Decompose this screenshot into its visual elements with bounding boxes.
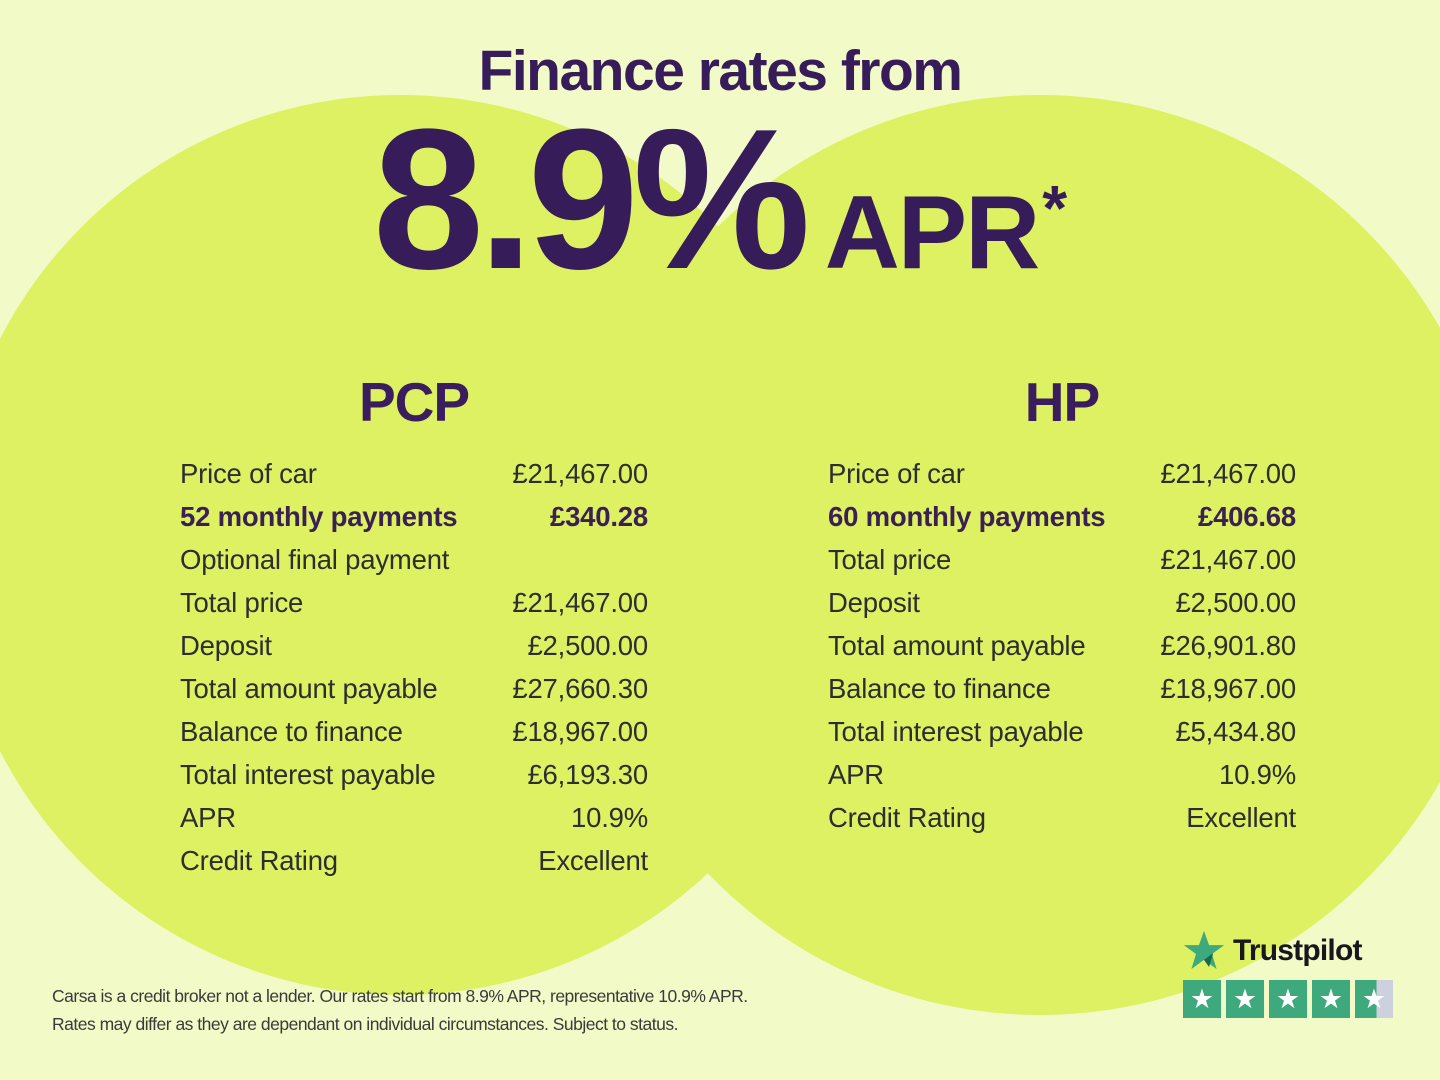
page-title: Finance rates from	[478, 39, 964, 103]
disclaimer: Carsa is a credit broker not a lender. O…	[52, 982, 748, 1038]
row-value: £26,901.80	[1160, 629, 1296, 661]
trustpilot-rating-stars: ★ ★ ★ ★ ★	[1183, 980, 1393, 1018]
rating-star-icon: ★	[1361, 983, 1387, 1015]
row-value: £340.28	[549, 500, 648, 532]
row-label: Price of car	[180, 457, 317, 489]
trustpilot-badge: Trustpilot ★ ★ ★ ★ ★	[1183, 930, 1393, 1018]
hp-rows: Price of car £21,467.00 60 monthly payment…	[828, 452, 1296, 839]
row-value: £21,467.00	[512, 457, 648, 489]
pcp-table: PCP Price of car £21,467.00 52 monthly pay…	[180, 375, 648, 882]
row-label: 52 monthly payments	[180, 500, 458, 532]
trustpilot-star-icon	[1183, 930, 1225, 970]
row-value: Excellent	[538, 844, 648, 876]
table-row: Deposit £2,500.00	[180, 624, 648, 667]
row-value: £18,967.00	[512, 715, 648, 747]
table-row: Total price £21,467.00	[828, 538, 1296, 581]
rating-star-icon: ★	[1275, 983, 1301, 1015]
row-value: £21,467.00	[1160, 543, 1296, 575]
rating-star-box: ★	[1355, 980, 1393, 1018]
rating-star-box: ★	[1226, 980, 1264, 1018]
row-value: £5,434.80	[1175, 715, 1296, 747]
row-label: Credit Rating	[180, 844, 338, 876]
row-value: £2,500.00	[1175, 586, 1296, 618]
trustpilot-wordmark: Trustpilot	[1233, 934, 1362, 967]
table-row: Total amount payable £27,660.30	[180, 667, 648, 710]
row-value: £27,660.30	[512, 672, 648, 704]
table-row: 60 monthly payments £406.68	[828, 495, 1296, 538]
row-label: Total amount payable	[180, 672, 438, 704]
table-row: 52 monthly payments £340.28	[180, 495, 648, 538]
row-label: Credit Rating	[828, 801, 986, 833]
rating-star-box: ★	[1269, 980, 1307, 1018]
row-value: £406.68	[1197, 500, 1296, 532]
disclaimer-line-2: Rates may differ as they are dependant o…	[52, 1014, 678, 1034]
table-row: Balance to finance £18,967.00	[180, 710, 648, 753]
row-label: Balance to finance	[828, 672, 1051, 704]
row-label: Deposit	[180, 629, 272, 661]
apr-label: APR	[824, 175, 1041, 291]
row-value: 10.9%	[571, 801, 648, 833]
table-row: APR 10.9%	[180, 796, 648, 839]
row-label: 60 monthly payments	[828, 500, 1106, 532]
hp-table: HP Price of car £21,467.00 60 monthly paym…	[828, 375, 1296, 839]
headline-rate: 8.9% APR *	[0, 100, 1440, 300]
pcp-rows: Price of car £21,467.00 52 monthly payment…	[180, 452, 648, 882]
row-value: £6,193.30	[527, 758, 648, 790]
table-row: Price of car £21,467.00	[180, 452, 648, 495]
row-value: £18,967.00	[1160, 672, 1296, 704]
row-value: £21,467.00	[1160, 457, 1296, 489]
table-row: Credit Rating Excellent	[180, 839, 648, 882]
row-label: Price of car	[828, 457, 965, 489]
row-value: £2,500.00	[527, 629, 648, 661]
row-label: Total amount payable	[828, 629, 1086, 661]
row-label: Total price	[180, 586, 304, 618]
row-label: Total interest payable	[180, 758, 436, 790]
row-value: 10.9%	[1219, 758, 1296, 790]
rating-star-box: ★	[1183, 980, 1221, 1018]
table-row: Total interest payable £6,193.30	[180, 753, 648, 796]
disclaimer-line-1: Carsa is a credit broker not a lender. O…	[52, 986, 748, 1006]
table-row: Deposit £2,500.00	[828, 581, 1296, 624]
row-label: Optional final payment	[180, 543, 450, 575]
right-circle-background	[580, 95, 1440, 1015]
hp-heading: HP	[1024, 371, 1100, 433]
table-row: Total interest payable £5,434.80	[828, 710, 1296, 753]
rating-star-icon: ★	[1318, 983, 1344, 1015]
rating-star-icon: ★	[1189, 983, 1215, 1015]
table-row: Optional final payment	[180, 538, 648, 581]
table-row: Price of car £21,467.00	[828, 452, 1296, 495]
row-value: £21,467.00	[512, 586, 648, 618]
rate-value: 8.9%	[372, 88, 811, 311]
rating-star-icon: ★	[1232, 983, 1258, 1015]
row-label: Total price	[828, 543, 952, 575]
table-row: Credit Rating Excellent	[828, 796, 1296, 839]
row-label: Balance to finance	[180, 715, 403, 747]
row-label: Deposit	[828, 586, 920, 618]
pcp-heading: PCP	[358, 371, 470, 433]
row-label: APR	[180, 801, 236, 833]
table-row: APR 10.9%	[828, 753, 1296, 796]
row-label: Total interest payable	[828, 715, 1084, 747]
trustpilot-logo-row: Trustpilot	[1183, 930, 1393, 972]
rating-star-box: ★	[1312, 980, 1350, 1018]
table-row: Balance to finance £18,967.00	[828, 667, 1296, 710]
row-value: Excellent	[1186, 801, 1296, 833]
table-row: Total amount payable £26,901.80	[828, 624, 1296, 667]
row-label: APR	[828, 758, 884, 790]
table-row: Total price £21,467.00	[180, 581, 648, 624]
footnote-asterisk: *	[1042, 172, 1068, 244]
